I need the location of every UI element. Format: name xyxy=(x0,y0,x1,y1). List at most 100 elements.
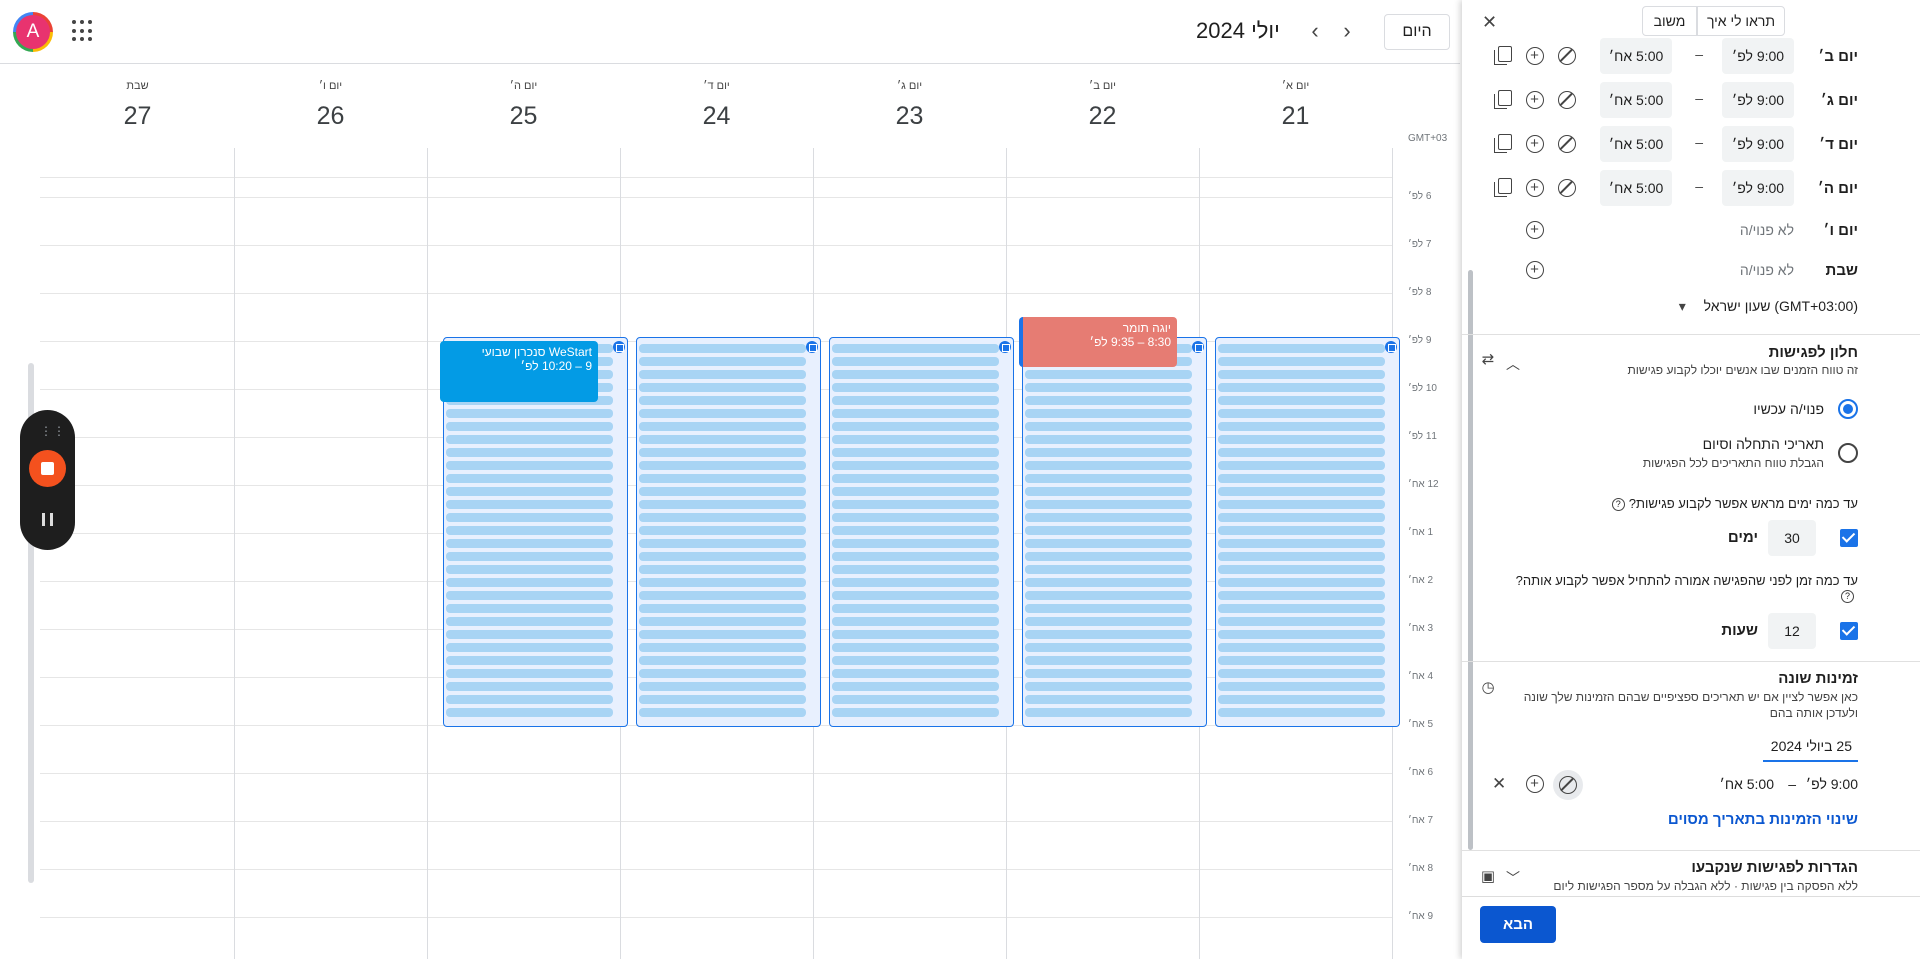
add-icon[interactable] xyxy=(1526,221,1544,239)
unavailable-icon[interactable] xyxy=(1558,135,1576,153)
availability-slot[interactable] xyxy=(1218,604,1385,613)
availability-slot[interactable] xyxy=(832,526,999,535)
add-icon[interactable] xyxy=(1526,179,1544,197)
copy-icon[interactable] xyxy=(1494,46,1512,65)
availability-slot[interactable] xyxy=(446,682,613,691)
availability-slot[interactable] xyxy=(832,682,999,691)
availability-slot[interactable] xyxy=(446,487,613,496)
availability-slot[interactable] xyxy=(639,682,806,691)
availability-slot[interactable] xyxy=(639,591,806,600)
day-header[interactable]: יום ו׳ 26 xyxy=(234,80,427,131)
availability-slot[interactable] xyxy=(446,604,613,613)
availability-slot[interactable] xyxy=(1218,552,1385,561)
add-icon[interactable] xyxy=(1526,775,1544,793)
day-date[interactable]: 25 xyxy=(509,102,538,130)
day-date[interactable]: 27 xyxy=(123,102,152,130)
apps-grid-icon[interactable] xyxy=(72,20,94,42)
start-time-field[interactable]: 9:00 לפ׳ xyxy=(1722,38,1794,74)
availability-slot[interactable] xyxy=(1025,669,1192,678)
availability-slot[interactable] xyxy=(639,474,806,483)
day-date[interactable]: 23 xyxy=(895,102,924,130)
availability-slot[interactable] xyxy=(1025,448,1192,457)
availability-slot[interactable] xyxy=(1025,461,1192,470)
day-header[interactable]: יום ג׳ 23 xyxy=(813,80,1006,131)
help-icon[interactable]: ? xyxy=(1611,498,1625,512)
unavailable-icon[interactable] xyxy=(1558,91,1576,109)
add-icon[interactable] xyxy=(1526,91,1544,109)
availability-slot[interactable] xyxy=(1218,695,1385,704)
availability-slot[interactable] xyxy=(1025,552,1192,561)
availability-slot[interactable] xyxy=(639,604,806,613)
availability-slot[interactable] xyxy=(446,617,613,626)
availability-slot[interactable] xyxy=(832,708,999,717)
availability-slot[interactable] xyxy=(1025,682,1192,691)
close-icon[interactable]: ✕ xyxy=(1482,12,1498,32)
availability-slot[interactable] xyxy=(446,565,613,574)
day-header[interactable]: יום ב׳ 22 xyxy=(1006,80,1199,131)
day-header[interactable]: יום א׳ 21 xyxy=(1199,80,1392,131)
availability-slot[interactable] xyxy=(446,643,613,652)
availability-slot[interactable] xyxy=(1218,708,1385,717)
availability-slot[interactable] xyxy=(446,591,613,600)
availability-slot[interactable] xyxy=(446,656,613,665)
availability-slot[interactable] xyxy=(1218,565,1385,574)
availability-slot[interactable] xyxy=(832,500,999,509)
days-ahead-checkbox[interactable] xyxy=(1840,529,1858,547)
help-icon[interactable]: ? xyxy=(1841,590,1854,604)
availability-slot[interactable] xyxy=(639,669,806,678)
availability-slot[interactable] xyxy=(446,422,613,431)
availability-slot[interactable] xyxy=(639,344,806,353)
today-button[interactable]: היום xyxy=(1384,14,1450,50)
availability-slot[interactable] xyxy=(1218,487,1385,496)
availability-slot[interactable] xyxy=(832,435,999,444)
availability-slot[interactable] xyxy=(832,565,999,574)
next-button[interactable]: הבא xyxy=(1480,906,1556,943)
pause-icon[interactable] xyxy=(42,513,53,526)
change-date-availability-link[interactable]: שינוי הזמינות בתאריך מסוים xyxy=(1667,811,1858,828)
availability-slot[interactable] xyxy=(1025,500,1192,509)
availability-slot[interactable] xyxy=(832,448,999,457)
availability-slot[interactable] xyxy=(639,708,806,717)
chevron-up-icon[interactable]: ︿ xyxy=(1506,356,1520,372)
availability-slot[interactable] xyxy=(639,630,806,639)
add-icon[interactable] xyxy=(1526,135,1544,153)
availability-slot[interactable] xyxy=(1218,617,1385,626)
availability-slot[interactable] xyxy=(639,617,806,626)
availability-slot[interactable] xyxy=(1218,357,1385,366)
availability-slot[interactable] xyxy=(446,578,613,587)
availability-slot[interactable] xyxy=(446,435,613,444)
availability-slot[interactable] xyxy=(1025,539,1192,548)
availability-slot[interactable] xyxy=(832,604,999,613)
availability-slot[interactable] xyxy=(1025,708,1192,717)
availability-slot[interactable] xyxy=(1218,578,1385,587)
availability-slot[interactable] xyxy=(446,695,613,704)
availability-slot[interactable] xyxy=(639,539,806,548)
radio-date-range[interactable] xyxy=(1838,443,1858,463)
availability-slot[interactable] xyxy=(639,500,806,509)
availability-slot[interactable] xyxy=(1025,383,1192,392)
timezone-select[interactable]: (GMT+03:00) שעון ישראל ▾ xyxy=(1679,298,1858,315)
availability-slot[interactable] xyxy=(832,669,999,678)
day-date[interactable]: 24 xyxy=(702,102,731,130)
availability-slot[interactable] xyxy=(639,435,806,444)
availability-slot[interactable] xyxy=(1218,643,1385,652)
start-time-field[interactable]: 9:00 לפ׳ xyxy=(1722,170,1794,206)
availability-slot[interactable] xyxy=(832,552,999,561)
drag-handle-icon[interactable]: ⋮⋮ xyxy=(40,424,66,438)
availability-slot[interactable] xyxy=(832,513,999,522)
availability-slot[interactable] xyxy=(1025,578,1192,587)
start-time-field[interactable]: 9:00 לפ׳ xyxy=(1722,82,1794,118)
availability-slot[interactable] xyxy=(832,344,999,353)
availability-slot[interactable] xyxy=(1218,500,1385,509)
day-header[interactable]: יום ה׳ 25 xyxy=(427,80,620,131)
event-yoga[interactable]: יוגה תומר 8:30 – 9:35 לפ׳ xyxy=(1019,317,1177,367)
end-time-field[interactable]: 5:00 אח׳ xyxy=(1600,170,1672,206)
availability-slot[interactable] xyxy=(1218,591,1385,600)
availability-slot[interactable] xyxy=(1218,461,1385,470)
availability-slot[interactable] xyxy=(832,422,999,431)
start-time-field[interactable]: 9:00 לפ׳ xyxy=(1722,126,1794,162)
availability-slot[interactable] xyxy=(639,643,806,652)
availability-slot[interactable] xyxy=(1025,422,1192,431)
day-date[interactable]: 22 xyxy=(1088,102,1117,130)
availability-slot[interactable] xyxy=(446,539,613,548)
